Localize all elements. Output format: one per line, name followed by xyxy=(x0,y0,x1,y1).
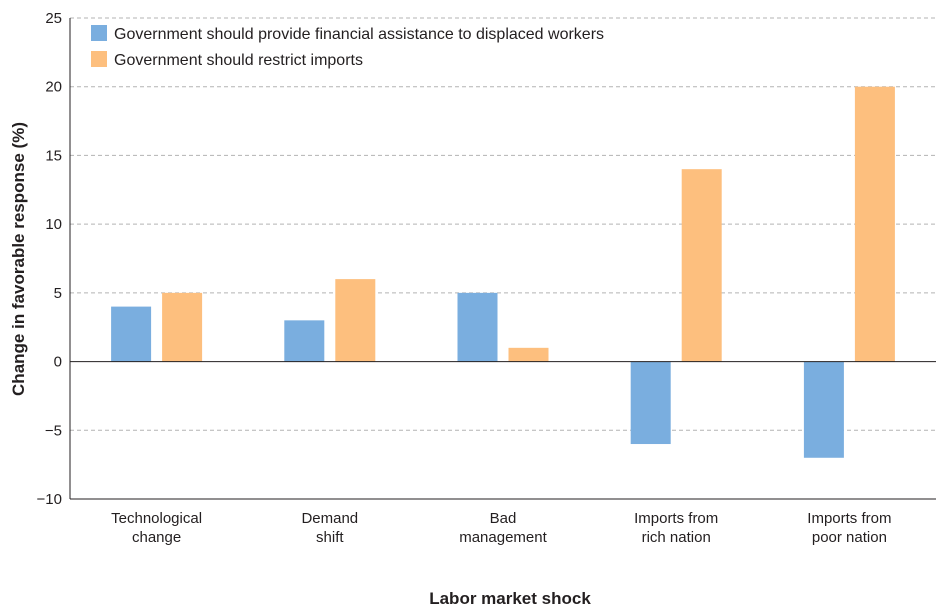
legend-label: Government should restrict imports xyxy=(114,52,363,69)
legend-label: Government should provide financial assi… xyxy=(114,26,604,43)
x-category-label: Bad xyxy=(490,510,517,527)
x-category-label: Demand xyxy=(301,510,358,527)
x-category-label: poor nation xyxy=(812,529,887,546)
bar-series-2 xyxy=(508,347,549,362)
x-category-labels: Technological change Demand shift Bad managem… xyxy=(111,510,891,546)
x-category-label: Imports from xyxy=(807,510,891,527)
x-category-label: Imports from xyxy=(634,510,718,527)
bar-series-2 xyxy=(335,279,376,362)
x-category-label: change xyxy=(132,529,181,546)
y-tick-label: 0 xyxy=(54,354,62,371)
legend-swatch xyxy=(91,25,107,41)
axes xyxy=(69,18,936,500)
y-tick-label: 25 xyxy=(45,10,62,27)
bar-series-2 xyxy=(162,292,203,362)
legend: Government should provide financial assi… xyxy=(91,25,604,69)
y-tick-label: 20 xyxy=(45,79,62,96)
bar-series-1 xyxy=(284,320,325,362)
bar-series-1 xyxy=(111,306,152,362)
bar-series-2 xyxy=(681,169,722,362)
x-category-label: management xyxy=(459,529,547,546)
y-tick-label: −10 xyxy=(37,491,62,508)
y-axis-title: Change in favorable response (%) xyxy=(9,122,28,396)
y-tick-label: 10 xyxy=(45,216,62,233)
gridlines xyxy=(70,17,936,431)
bar-series-1 xyxy=(803,361,844,458)
y-tick-label: 5 xyxy=(54,285,62,302)
y-tick-label: 15 xyxy=(45,147,62,164)
bar-series-1 xyxy=(457,292,498,362)
bar-series-2 xyxy=(854,86,895,362)
y-tick-labels: −10 −5 0 5 10 15 20 25 xyxy=(37,10,62,508)
legend-swatch xyxy=(91,51,107,67)
x-category-label: rich nation xyxy=(642,529,711,546)
x-category-label: Technological xyxy=(111,510,202,527)
y-tick-label: −5 xyxy=(45,422,62,439)
x-category-label: shift xyxy=(316,529,344,546)
bars xyxy=(111,86,895,458)
x-axis-title: Labor market shock xyxy=(429,589,591,606)
bar-series-1 xyxy=(630,361,671,445)
